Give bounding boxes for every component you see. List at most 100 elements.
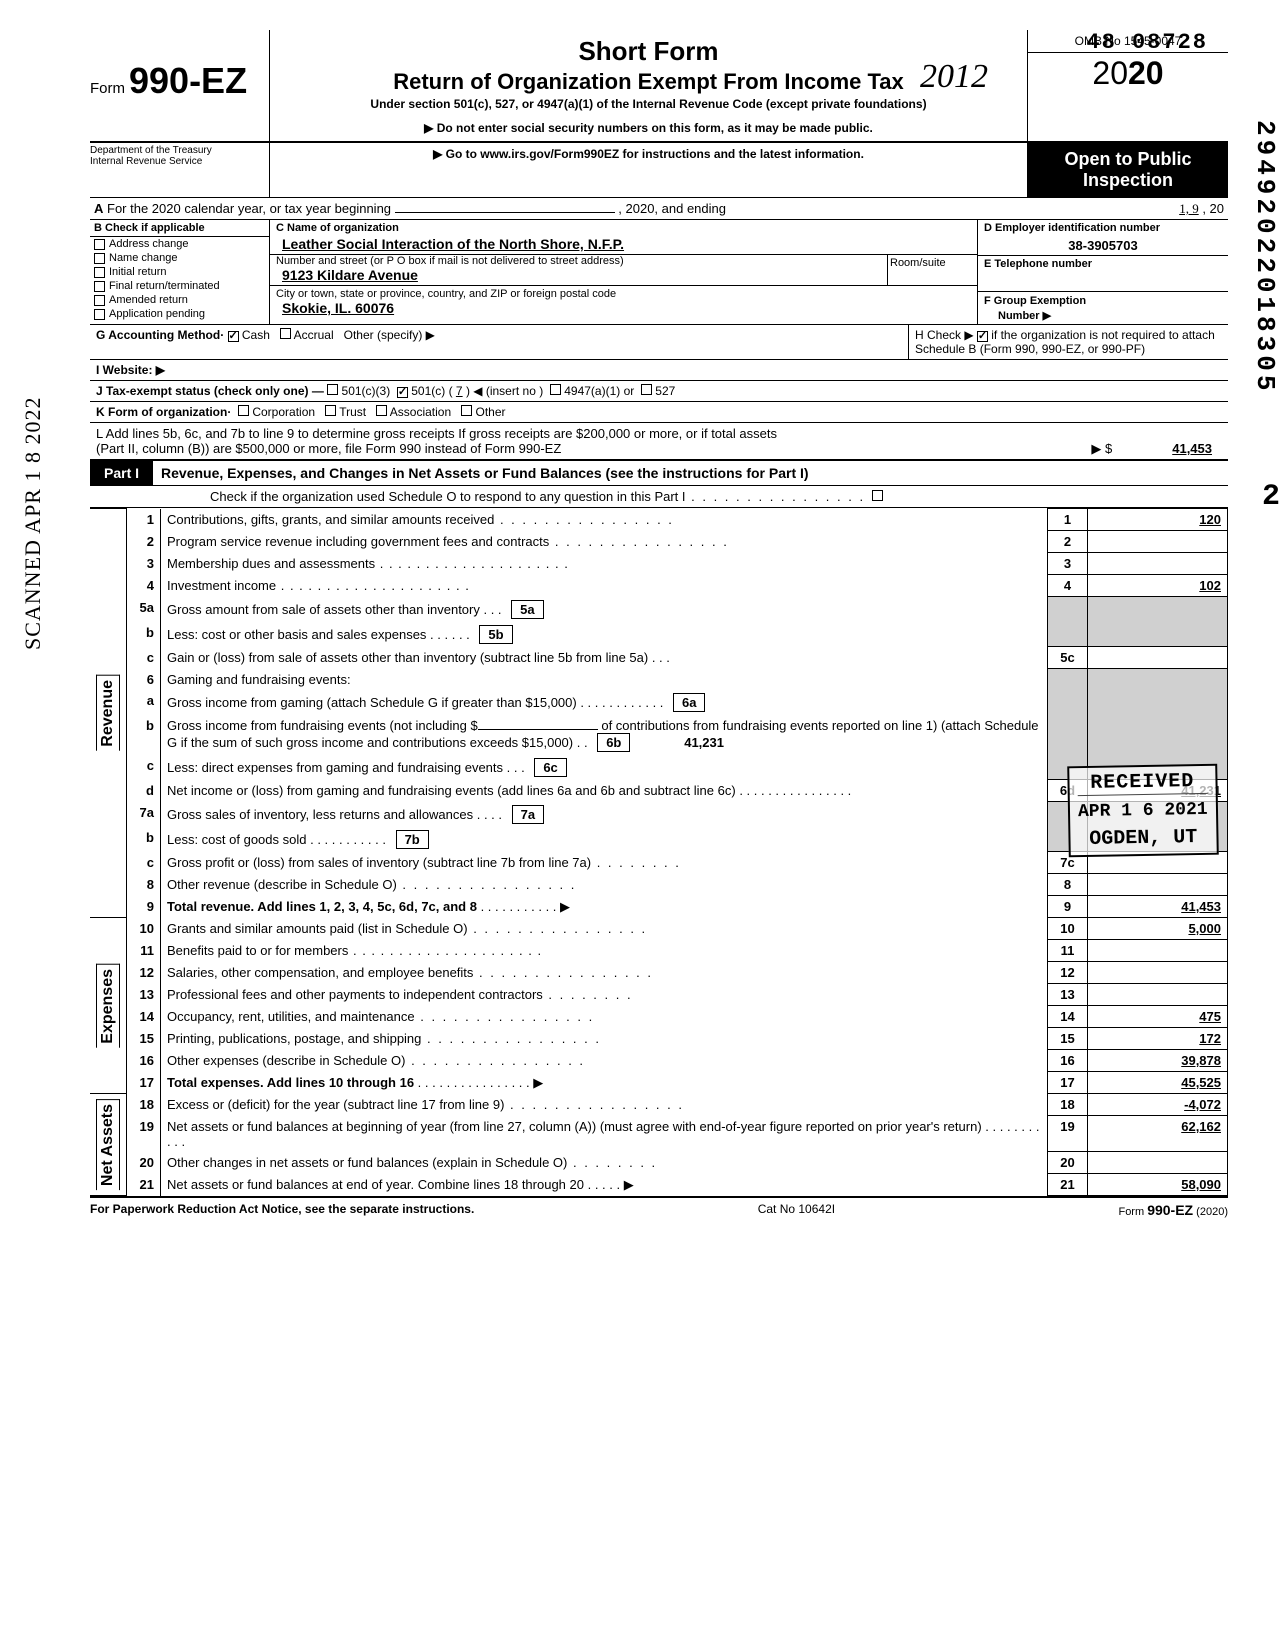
footer-left: For Paperwork Reduction Act Notice, see … [90, 1202, 474, 1218]
line-a-text: For the 2020 calendar year, or tax year … [107, 201, 391, 216]
l13-box: 13 [1048, 984, 1088, 1006]
l6b-desc1: Gross income from fundraising events (no… [167, 718, 478, 733]
l10-box: 10 [1048, 918, 1088, 940]
chk-assoc[interactable] [376, 405, 387, 416]
lbl-corp: Corporation [252, 405, 315, 419]
part1-title: Revenue, Expenses, and Changes in Net As… [153, 461, 817, 485]
dept1: Department of the Treasury [90, 145, 269, 156]
l14-box: 14 [1048, 1006, 1088, 1028]
ein: 38-3905703 [978, 236, 1228, 255]
lbl-accrual: Accrual [294, 328, 334, 342]
chk-527[interactable] [641, 384, 652, 395]
l5b-num: b [127, 622, 161, 647]
l6-desc: Gaming and fundraising events: [161, 669, 1048, 690]
l13-desc: Professional fees and other payments to … [167, 987, 633, 1002]
l4-amt: 102 [1088, 575, 1228, 597]
l11-amt [1088, 940, 1228, 962]
chk-initial-return[interactable] [94, 267, 105, 278]
l17-box: 17 [1048, 1072, 1088, 1094]
chk-final-return[interactable] [94, 281, 105, 292]
l15-desc: Printing, publications, postage, and shi… [167, 1031, 601, 1046]
l14-num: 14 [127, 1006, 161, 1028]
chk-501c3[interactable] [327, 384, 338, 395]
l4-num: 4 [127, 575, 161, 597]
l7b-desc: Less: cost of goods sold [167, 832, 306, 847]
lbl-assoc: Association [390, 405, 451, 419]
l6c-desc: Less: direct expenses from gaming and fu… [167, 760, 503, 775]
room-suite: Room/suite [887, 255, 977, 285]
l5a-desc: Gross amount from sale of assets other t… [167, 602, 480, 617]
chk-amended[interactable] [94, 295, 105, 306]
chk-4947[interactable] [550, 384, 561, 395]
l6c-num: c [127, 755, 161, 780]
footer-mid: Cat No 10642I [758, 1202, 835, 1218]
chk-address-change[interactable] [94, 239, 105, 250]
l6-num: 6 [127, 669, 161, 690]
lbl-other-org: Other [476, 405, 506, 419]
l9-amt: 41,453 [1088, 896, 1228, 918]
l13-amt [1088, 984, 1228, 1006]
l13-num: 13 [127, 984, 161, 1006]
dept-row: Department of the Treasury Internal Reve… [90, 143, 1228, 198]
lbl-527: 527 [655, 384, 675, 398]
l14-amt: 475 [1088, 1006, 1228, 1028]
section-bcd: B Check if applicable Address change Nam… [90, 220, 1228, 325]
chk-corp[interactable] [238, 405, 249, 416]
l5b-desc: Less: cost or other basis and sales expe… [167, 627, 426, 642]
chk-501c[interactable] [397, 387, 408, 398]
l3-box: 3 [1048, 553, 1088, 575]
line-l-2: (Part II, column (B)) are $500,000 or mo… [96, 441, 561, 456]
chk-name-change[interactable] [94, 253, 105, 264]
form-subtitle: Return of Organization Exempt From Incom… [280, 69, 1017, 95]
line-a-end: , 20 [1202, 201, 1224, 216]
part1-check: Check if the organization used Schedule … [90, 486, 1228, 508]
chk-accrual[interactable] [280, 328, 291, 339]
col-c: C Name of organization Leather Social In… [270, 220, 978, 324]
l18-desc: Excess or (deficit) for the year (subtra… [167, 1097, 684, 1112]
l17-amt: 45,525 [1088, 1072, 1228, 1094]
l21-box: 21 [1048, 1174, 1088, 1196]
dept2: Internal Revenue Service [90, 156, 269, 167]
l14-desc: Occupancy, rent, utilities, and maintena… [167, 1009, 594, 1024]
l6b-ibv: 41,231 [634, 735, 724, 750]
l12-box: 12 [1048, 962, 1088, 984]
l12-amt [1088, 962, 1228, 984]
chk-schedule-o[interactable] [872, 490, 883, 501]
form-number: 990-EZ [129, 60, 247, 102]
l6d-num: d [127, 780, 161, 802]
chk-other-org[interactable] [461, 405, 472, 416]
l6a-desc: Gross income from gaming (attach Schedul… [167, 695, 577, 710]
received-stamp: RECEIVED APR 1 6 2021 OGDEN, UT [1068, 764, 1219, 858]
l6c-ib: 6c [534, 758, 566, 777]
l16-box: 16 [1048, 1050, 1088, 1072]
chk-trust[interactable] [325, 405, 336, 416]
l8-box: 8 [1048, 874, 1088, 896]
l2-num: 2 [127, 531, 161, 553]
street: 9123 Kildare Avenue [270, 267, 887, 285]
l19-box: 19 [1048, 1116, 1088, 1152]
l12-desc: Salaries, other compensation, and employ… [167, 965, 653, 980]
l6b-num: b [127, 715, 161, 746]
l11-box: 11 [1048, 940, 1088, 962]
chk-pending[interactable] [94, 309, 105, 320]
chk-cash[interactable] [228, 331, 239, 342]
l2-amt [1088, 531, 1228, 553]
l7c-desc: Gross profit or (loss) from sales of inv… [167, 855, 681, 870]
line-a: A For the 2020 calendar year, or tax yea… [90, 198, 1228, 220]
l11-num: 11 [127, 940, 161, 962]
stamp-top-right: 48 08728 [1086, 30, 1208, 55]
chk-h[interactable] [977, 331, 988, 342]
l12-num: 12 [127, 962, 161, 984]
lbl-501c: 501(c) ( [411, 384, 452, 398]
stamp-scanned: SCANNED APR 1 8 2022 [20, 397, 46, 650]
l7a-desc: Gross sales of inventory, less returns a… [167, 807, 473, 822]
l21-desc: Net assets or fund balances at end of ye… [167, 1177, 584, 1192]
i-label: I Website: ▶ [96, 363, 165, 377]
j-label: J Tax-exempt status (check only one) — [96, 384, 324, 398]
l8-num: 8 [127, 874, 161, 896]
l1-desc: Contributions, gifts, grants, and simila… [167, 512, 674, 527]
col-c-header: C Name of organization [270, 220, 977, 236]
line-a-mid: , 2020, and ending [618, 201, 726, 216]
l16-desc: Other expenses (describe in Schedule O) [167, 1053, 585, 1068]
lbl-4947: 4947(a)(1) or [564, 384, 634, 398]
